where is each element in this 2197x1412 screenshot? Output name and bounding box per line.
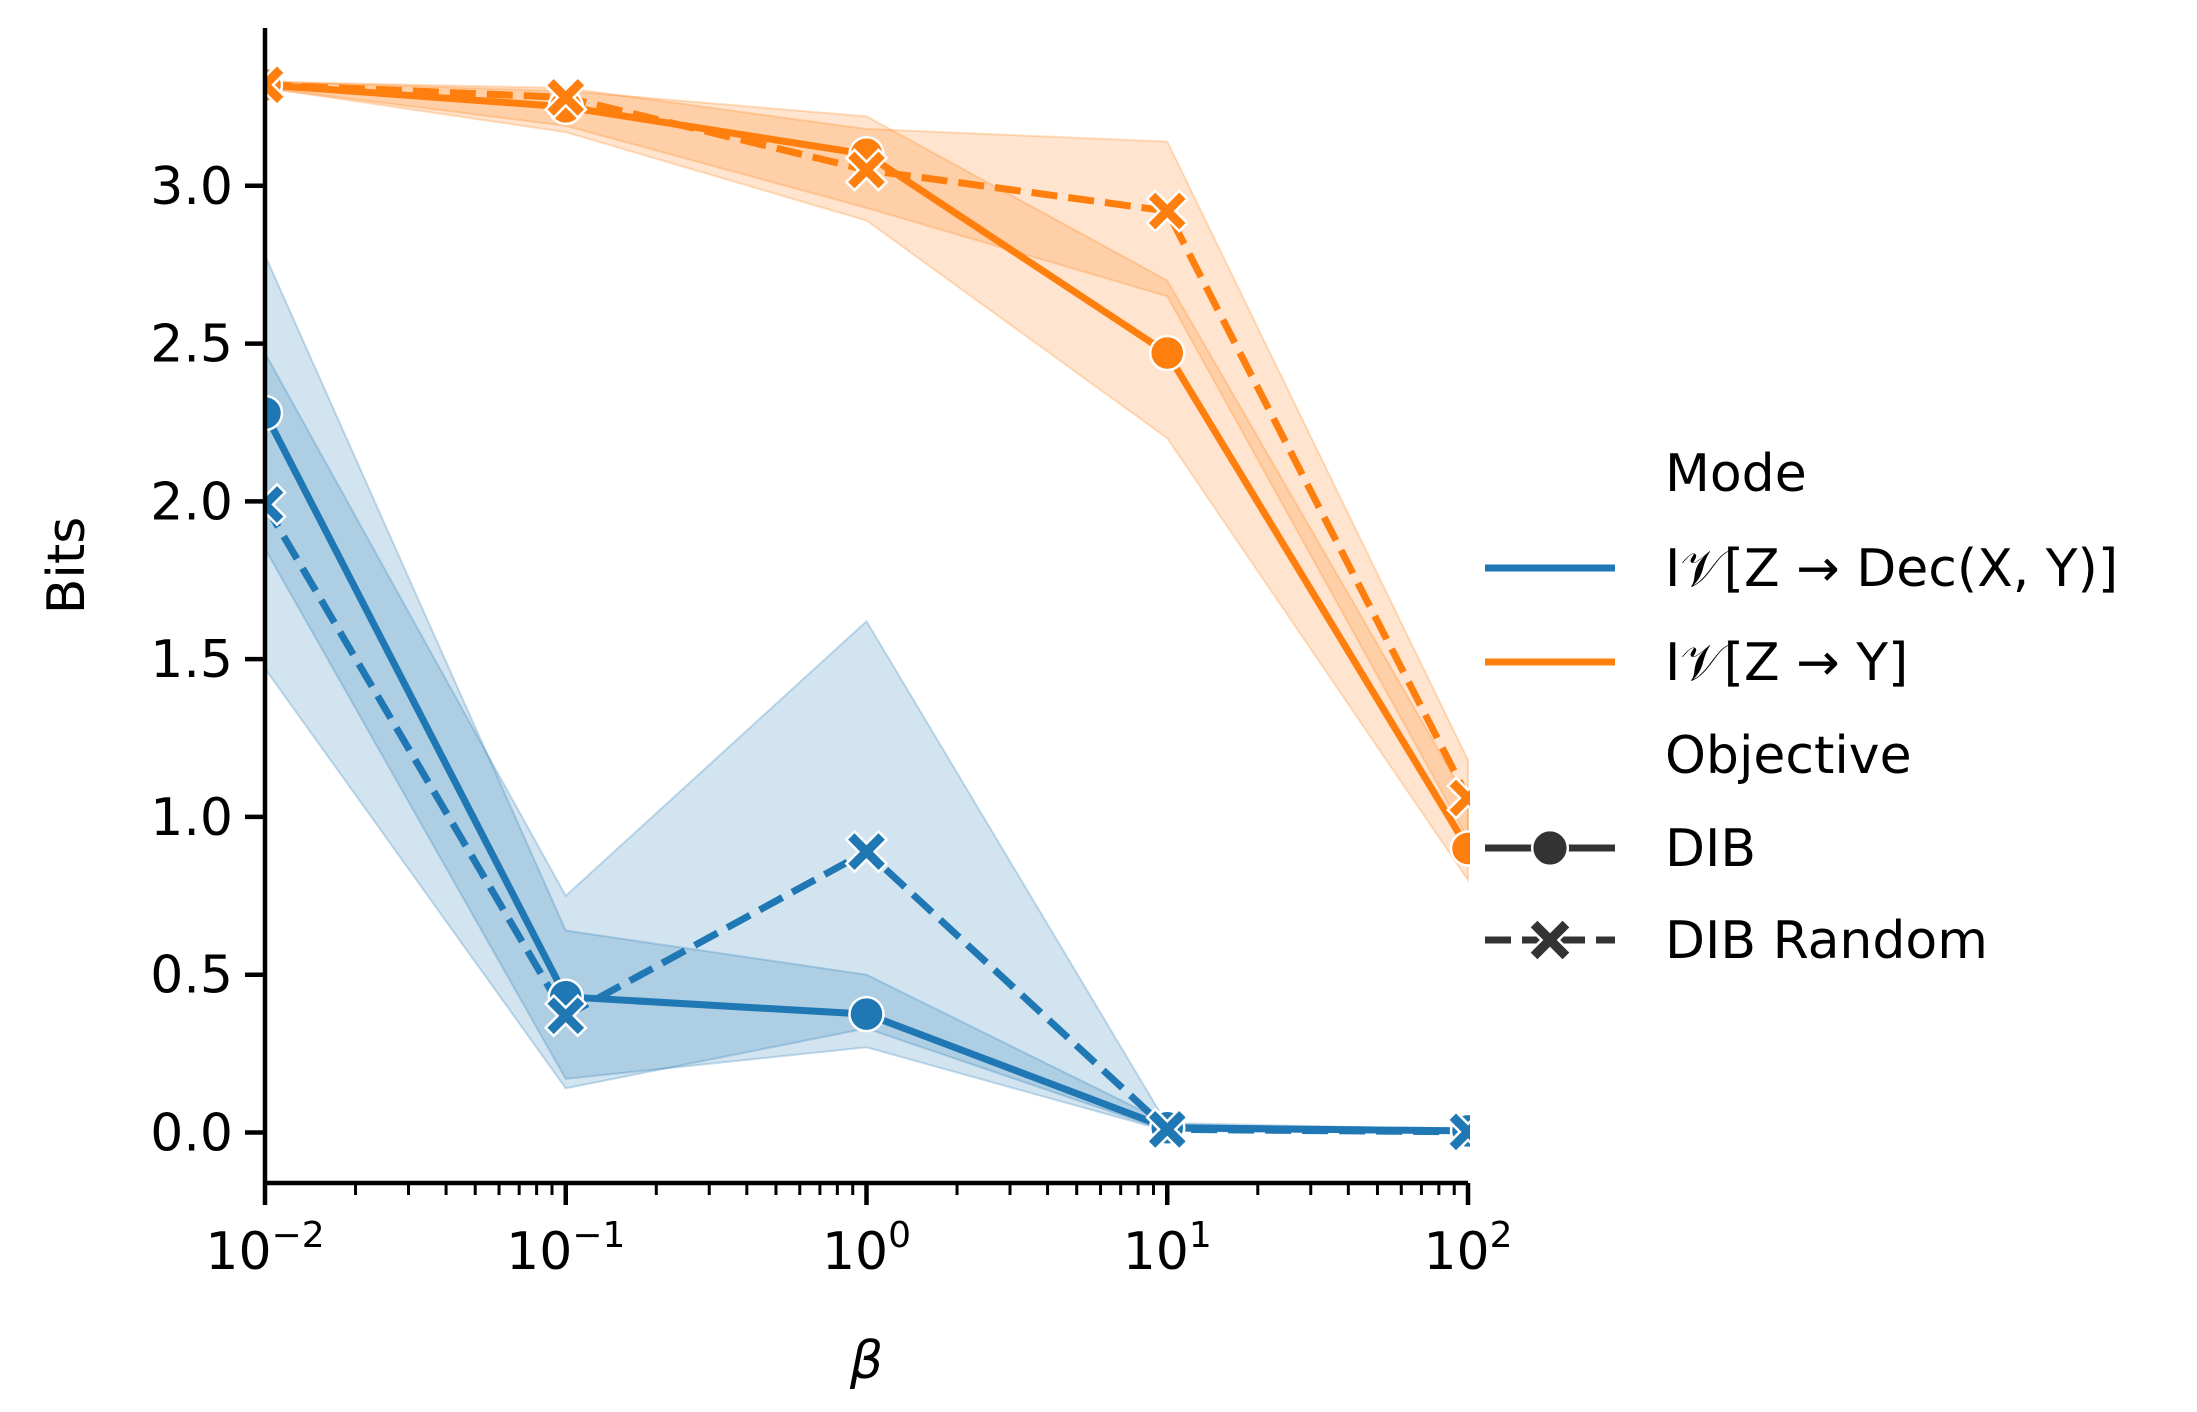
data-point-3-4-stroke [1449, 779, 1470, 817]
data-point-0-0 [265, 394, 284, 432]
data-point-1-1-stroke [547, 997, 585, 1035]
data-point-3-3 [1145, 189, 1190, 233]
data-point-1-3-stroke [1148, 1110, 1186, 1148]
legend-mode-title: Mode [1665, 444, 1807, 504]
data-point-2-3 [1149, 334, 1186, 372]
y-tick-label-0: 0.0 [150, 1104, 233, 1164]
data-point-3-0-stroke [265, 66, 284, 104]
legend-marker-3-stroke [1530, 920, 1570, 960]
x-axis-title: β [849, 1331, 883, 1391]
legend-label-2: DIB [1665, 819, 1756, 879]
confidence-band-2 [265, 80, 1469, 884]
y-axis-title: Bits [37, 517, 97, 615]
data-point-3-1-stroke [547, 79, 585, 116]
y-tick-label-2: 1.0 [150, 788, 233, 848]
series-markers [265, 62, 1470, 1154]
legend-marker-2 [1530, 828, 1570, 868]
data-point-3-0 [265, 62, 287, 107]
data-point-1-1 [543, 993, 588, 1038]
axes: 0.0 0.5 1.0 1.5 2.0 2.5 3.0 10−2 10−1 100 101 102 [150, 28, 1513, 1282]
legend-entries: I𝒱[Z → Dec(X, Y)] I𝒱[Z → Y] DIB DIB Random [1485, 539, 2118, 971]
x-tick-label-4: 102 [1423, 1215, 1512, 1282]
data-point-1-2-stroke [848, 833, 885, 871]
data-point-0-2 [848, 995, 885, 1033]
x-tick-label-3: 101 [1123, 1215, 1212, 1282]
legend-objective-title: Objective [1665, 726, 1912, 786]
data-point-3-3-stroke [1148, 192, 1186, 230]
data-point-3-1 [543, 75, 588, 120]
x-tick-label-1: 10−1 [506, 1215, 625, 1282]
data-point-2-4 [1449, 830, 1470, 867]
data-point-1-4 [1446, 1109, 1470, 1154]
legend: Mode Objective I𝒱[Z → Dec(X, Y)] I𝒱[Z → Y… [1485, 444, 2118, 971]
legend-label-1: I𝒱[Z → Y] [1665, 633, 1908, 693]
x-tick-label-0: 10−2 [205, 1215, 324, 1282]
data-point-1-0 [265, 482, 287, 527]
legend-label-0: I𝒱[Z → Dec(X, Y)] [1665, 539, 2118, 599]
data-point-1-4-stroke [1449, 1113, 1470, 1151]
y-tick-label-3: 1.5 [150, 630, 233, 690]
y-tick-label-5: 2.5 [150, 315, 233, 375]
x-tick-label-2: 100 [822, 1215, 911, 1282]
data-point-1-2 [844, 829, 889, 874]
data-point-3-2 [844, 148, 889, 192]
y-tick-label-6: 3.0 [150, 157, 233, 217]
data-point-3-2-stroke [848, 151, 885, 189]
legend-marker-3 [1527, 917, 1573, 963]
y-tick-label-4: 2.0 [150, 472, 233, 532]
confidence-bands [265, 80, 1469, 1134]
data-point-1-0-stroke [265, 486, 284, 523]
data-point-1-3 [1145, 1107, 1190, 1152]
y-tick-label-1: 0.5 [150, 946, 233, 1006]
legend-label-3: DIB Random [1665, 911, 1988, 971]
data-point-3-4 [1446, 776, 1470, 820]
